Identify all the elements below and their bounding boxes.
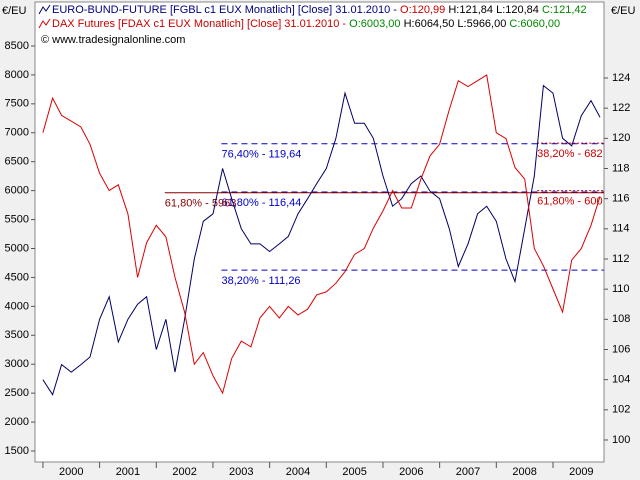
y-tick-label: 5500 — [5, 213, 29, 225]
series-line — [42, 74, 601, 395]
y-tick-label: 6000 — [5, 185, 29, 197]
y2-tick-label: 120 — [612, 132, 630, 144]
fib-label: 38,20% - 111,26 — [221, 275, 300, 287]
fib-label: 76,40% - 119,64 — [221, 149, 301, 161]
y-tick-label: 3500 — [5, 329, 29, 341]
fib-label: 61,80% - 600 — [537, 196, 602, 208]
legend-close: C:121,42 — [542, 4, 587, 16]
legend-entry: DAX Futures [FDAX c1 EUX Monatlich] [Clo… — [52, 18, 560, 30]
y-tick-label: 8000 — [5, 69, 29, 81]
y-tick-label: 3000 — [5, 358, 29, 370]
x-tick-label: 2002 — [172, 466, 196, 478]
y2-tick-label: 124 — [612, 72, 630, 84]
fib-label: 61,80% - 116,44 — [221, 197, 301, 209]
x-tick-label: 2007 — [456, 466, 480, 478]
legend-icon — [38, 18, 51, 29]
legend-open: O:120,99 — [400, 4, 445, 16]
y-tick-label: 8500 — [5, 40, 29, 52]
series-line — [42, 84, 601, 396]
legend-name: DAX Futures [FDAX c1 EUX Monatlich] [Clo… — [52, 18, 349, 30]
x-tick-label: 2000 — [59, 466, 83, 478]
fib-label: 61,80% - 5963 — [165, 198, 237, 210]
y2-tick-label: 122 — [612, 102, 630, 114]
y2-tick-label: 100 — [612, 434, 630, 446]
plot-content: 76,40% - 119,64 61,80% - 116,44 38,20% - 1… — [42, 74, 604, 396]
y2-tick-label: 114 — [612, 223, 630, 235]
legend-icon — [38, 4, 51, 15]
y-tick-label: 2500 — [5, 387, 29, 399]
y-tick-label: 1500 — [5, 445, 29, 457]
y2-tick-label: 102 — [612, 404, 630, 416]
y-tick-label: 7000 — [5, 127, 29, 139]
x-tick-label: 2004 — [286, 466, 310, 478]
legend-high: H:121,84 — [448, 4, 493, 16]
y-tick-label: 4000 — [5, 300, 29, 312]
legend-entry: EURO-BUND-FUTURE [FGBL c1 EUX Monatlich]… — [52, 4, 587, 16]
legend-low: L:120,84 — [496, 4, 539, 16]
y-tick-label: 4500 — [5, 271, 29, 283]
x-tick-label: 2001 — [116, 466, 140, 478]
x-tick-label: 2009 — [569, 466, 593, 478]
legend-open: O:6003,00 — [349, 18, 400, 30]
y2-tick-label: 118 — [612, 162, 630, 174]
y-tick-label: 5000 — [5, 242, 29, 254]
legend-name: EURO-BUND-FUTURE [FGBL c1 EUX Monatlich]… — [52, 4, 400, 16]
x-tick-label: 2003 — [229, 466, 253, 478]
y2-tick-label: 116 — [612, 193, 630, 205]
y2-tick-label: 108 — [612, 313, 630, 325]
y-tick-label: 6500 — [5, 156, 29, 168]
legend-close: C:6060,00 — [509, 18, 560, 30]
y2-tick-label: 112 — [612, 253, 630, 265]
y-tick-label: 7500 — [5, 98, 29, 110]
fib-label: 38,20% - 682 — [537, 148, 602, 160]
x-tick-label: 2008 — [512, 466, 536, 478]
x-tick-label: 2006 — [399, 466, 423, 478]
y-tick-label: 2000 — [5, 416, 29, 428]
copyright: © www.tradesignalonline.com — [41, 34, 185, 46]
y2-tick-label: 104 — [612, 374, 630, 386]
y2-tick-label: 110 — [612, 283, 630, 295]
plot-area — [34, 1, 605, 463]
x-tick-label: 2005 — [342, 466, 366, 478]
y2-axis-label: €/EU — [611, 5, 636, 17]
y-axis-label: €/EU — [2, 5, 27, 17]
legend-high: H:6064,50 — [404, 18, 455, 30]
y2-tick-label: 106 — [612, 343, 630, 355]
legend-low: L:5966,00 — [457, 18, 506, 30]
